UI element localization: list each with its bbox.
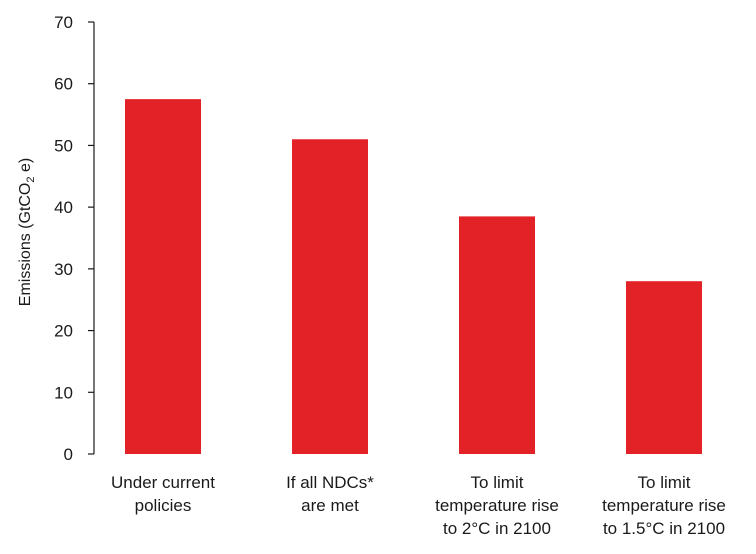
x-category-label-line: To limit (471, 473, 524, 492)
x-category-label: To limit temperature rise to 2°C in 2100 (435, 473, 559, 538)
x-category-label-line: If all NDCs* (286, 473, 374, 492)
y-axis-title: Emissions (GtCO2 e) (17, 158, 37, 306)
x-category-label-line: policies (135, 496, 192, 515)
y-tick-label: 60 (54, 75, 73, 94)
y-tick-label: 70 (54, 13, 73, 32)
x-category-label: If all NDCs* are met (286, 473, 374, 515)
y-tick-label: 20 (54, 322, 73, 341)
bar (626, 281, 702, 454)
x-category-label-line: temperature rise (602, 496, 726, 515)
bar (292, 139, 368, 454)
y-tick-label: 30 (54, 260, 73, 279)
bar (459, 216, 535, 454)
x-category-label-line: to 1.5°C in 2100 (603, 519, 725, 538)
bars-group (125, 99, 702, 455)
y-axis-title-subscript: 2 (25, 176, 37, 182)
y-axis: 0 10 20 30 40 50 60 70 (54, 13, 95, 464)
x-category-label-line: temperature rise (435, 496, 559, 515)
x-category-label-line: Under current (111, 473, 215, 492)
y-tick-label: 40 (54, 198, 73, 217)
x-category-label-line: are met (301, 496, 359, 515)
x-axis-labels: Under current policies If all NDCs* are met… (111, 473, 726, 538)
bar (125, 99, 201, 455)
y-tick-label: 0 (64, 445, 73, 464)
y-axis-title-main: Emissions (GtCO (17, 183, 34, 307)
y-tick-label: 10 (54, 383, 73, 402)
y-axis-title-end: e) (17, 158, 34, 177)
x-category-label: To limit temperature rise to 1.5°C in 2100 (602, 473, 726, 538)
x-category-label: Under current policies (111, 473, 215, 515)
x-category-label-line: to 2°C in 2100 (443, 519, 551, 538)
y-tick-label: 50 (54, 136, 73, 155)
x-category-label-line: To limit (638, 473, 691, 492)
